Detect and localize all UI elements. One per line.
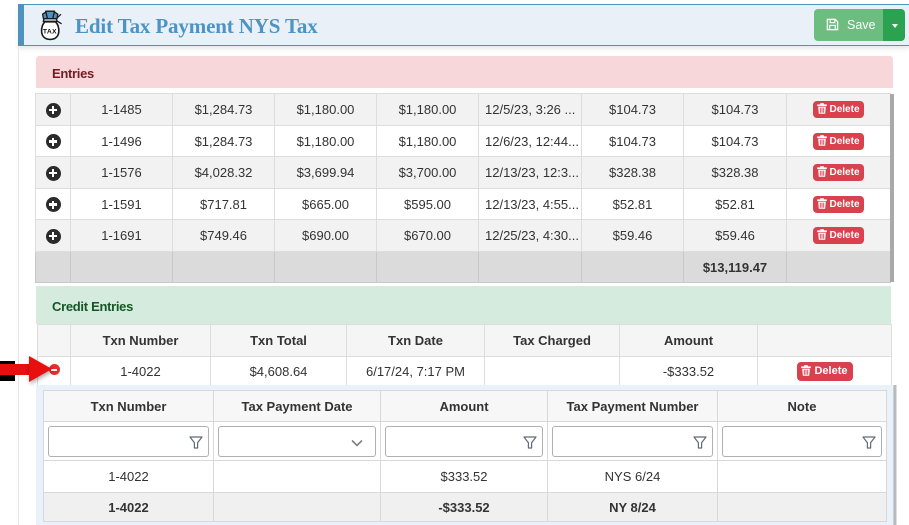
svg-text:TAX: TAX [43, 29, 57, 36]
